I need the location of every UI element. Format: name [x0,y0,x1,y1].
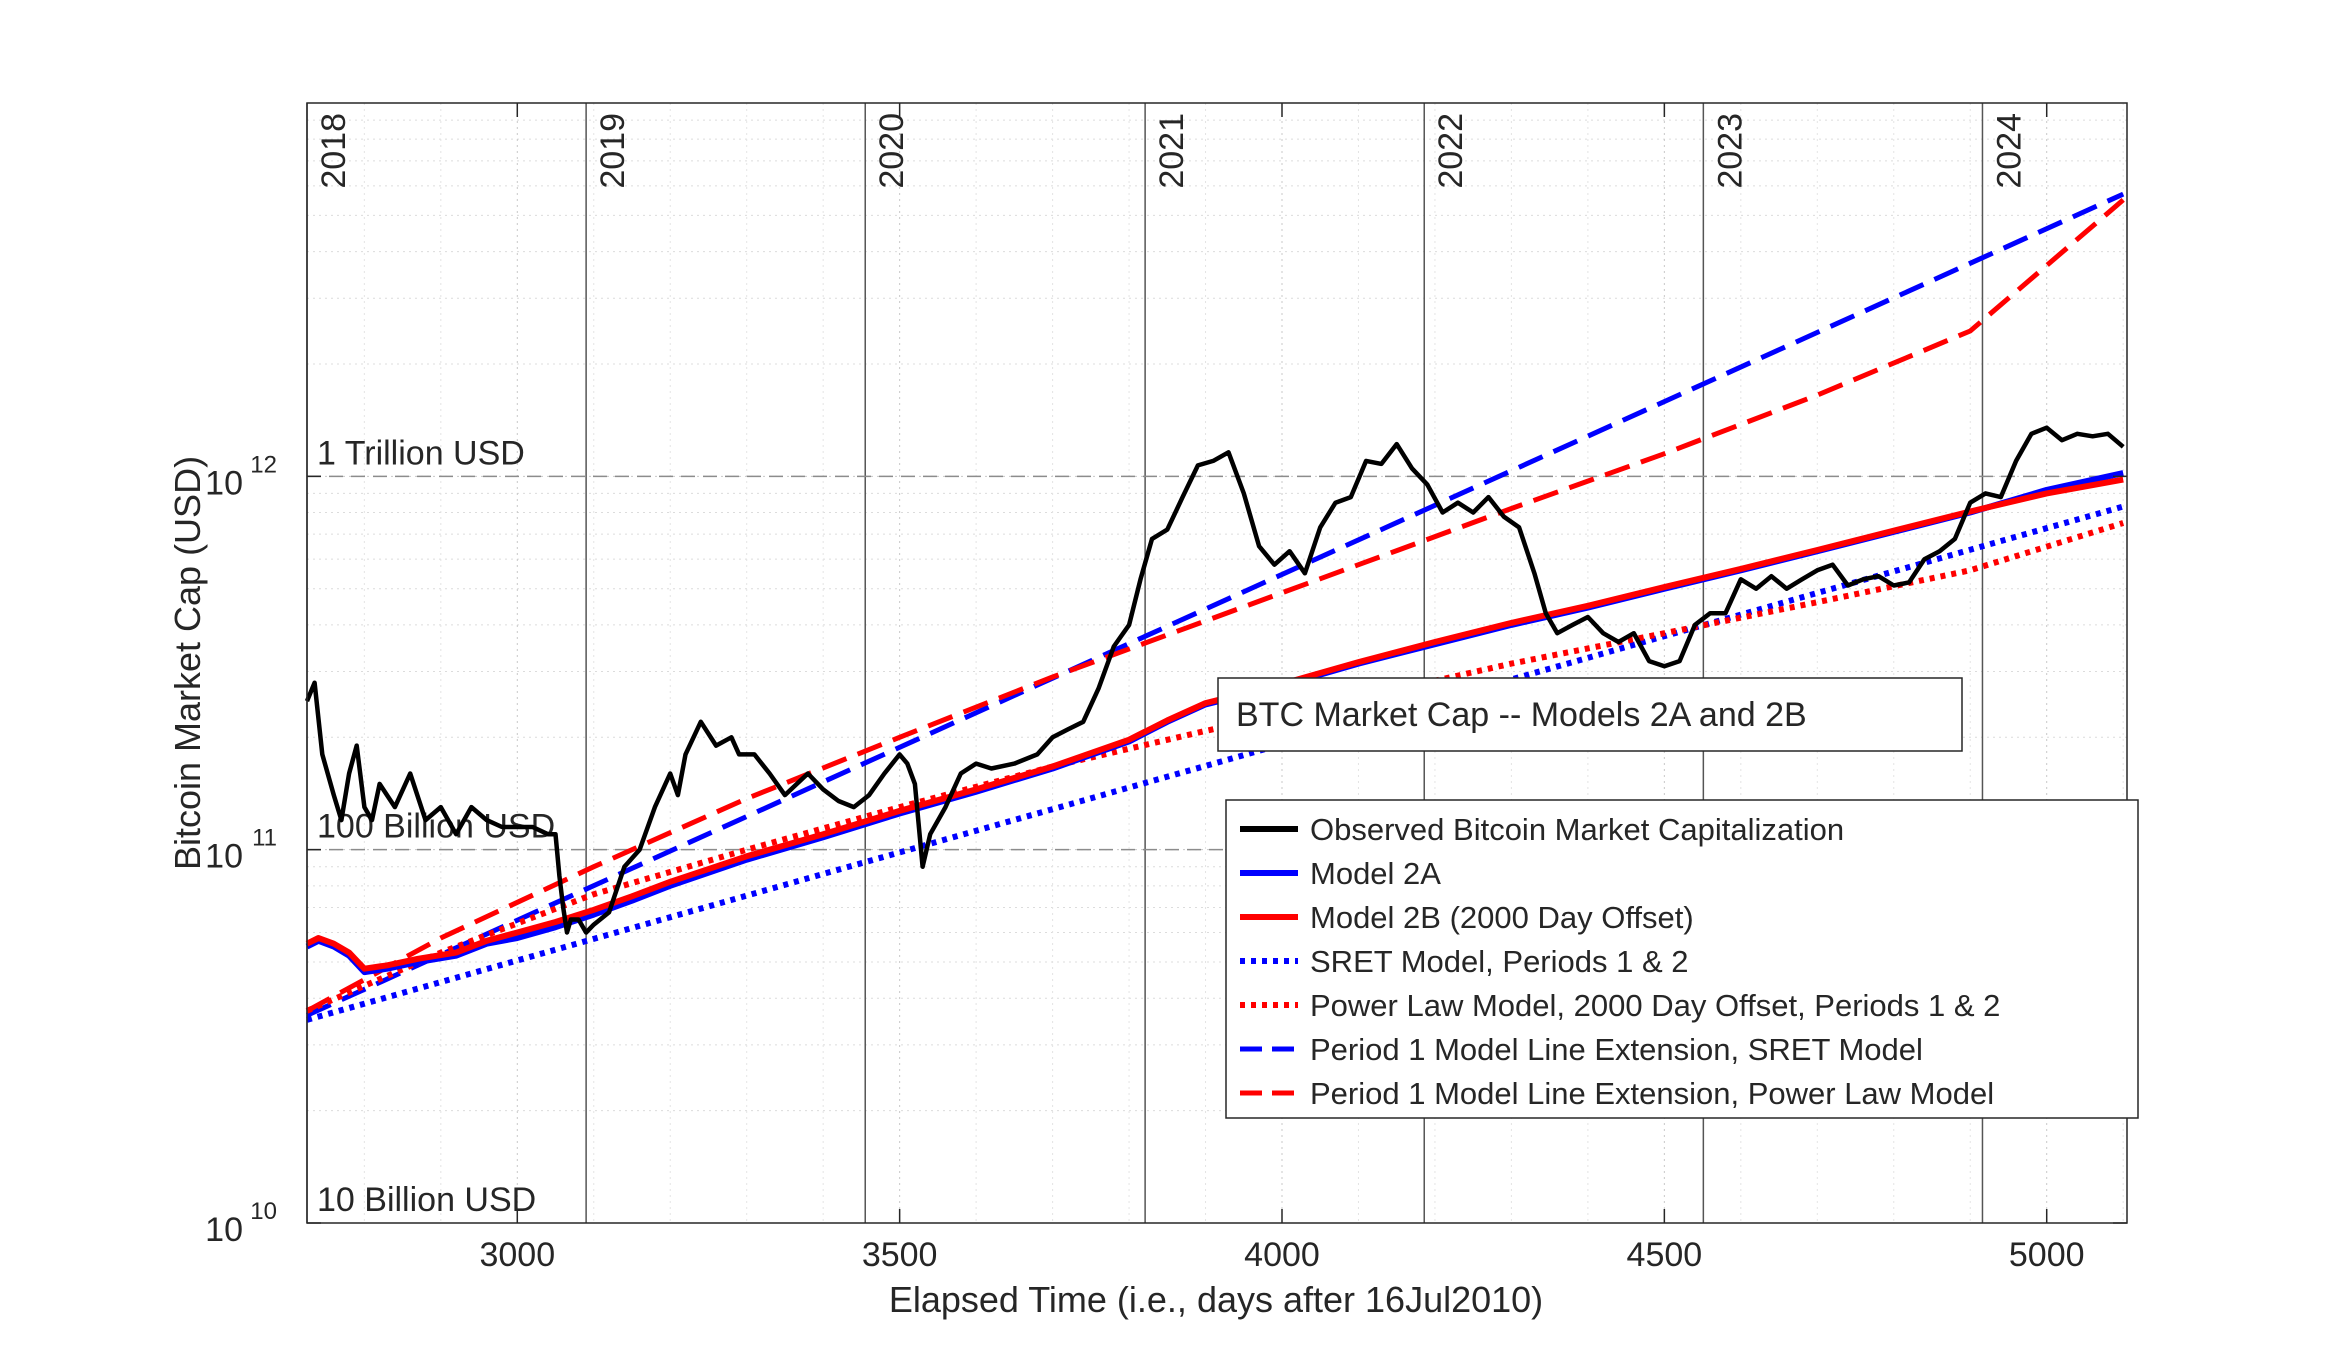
series-line [305,520,2125,1014]
legend-label: SRET Model, Periods 1 & 2 [1310,944,1689,979]
plot-area-border [306,102,2128,1224]
series-line [305,191,2125,1018]
x-tick-label: 3000 [479,1236,555,1274]
legend-label: Period 1 Model Line Extension, SRET Mode… [1310,1032,1923,1067]
x-tick-label: 4500 [1627,1236,1703,1274]
axis-ticks: 3000 3500 4000 4500 5000 10 10 10 11 10 12 [205,103,2127,1274]
x-tick-label: 4000 [1244,1236,1320,1274]
grid [307,103,2127,1224]
series-line [305,476,2124,972]
reference-label: 1 Trillion USD [317,434,525,472]
legend: Observed Bitcoin Market Capitalization Mo… [1225,799,2139,1119]
x-tick-label: 3500 [862,1236,938,1274]
year-label-2022: 2022 [1432,113,1470,189]
x-axis-label: Elapsed Time (i.e., days after 16Jul2010… [889,1279,1543,1320]
chart-title: BTC Market Cap -- Models 2A and 2B [1236,696,1807,734]
y-axis-label: Bitcoin Market Cap (USD) [167,456,208,870]
title-box: BTC Market Cap -- Models 2A and 2B [1217,677,1963,752]
y-tick-exponent: 10 [250,1198,277,1225]
y-tick-exponent: 12 [250,451,277,478]
x-tick-label: 5000 [2009,1236,2085,1274]
title-box-frame [1217,677,1963,752]
legend-label: Power Law Model, 2000 Day Offset, Period… [1310,988,2000,1023]
legend-box [1225,799,2139,1119]
series-line [305,198,2125,1014]
y-tick-exponent: 11 [252,825,277,852]
y-tick-label: 10 [205,1211,243,1249]
series-lines [304,191,2125,1023]
legend-label: Model 2A [1310,856,1441,891]
y-tick-label: 10 [205,464,243,502]
year-label-2018: 2018 [315,113,353,189]
y-tick-label: 10 [205,838,243,876]
series-line [304,425,2125,935]
year-label-2023: 2023 [1711,113,1749,189]
year-label-2021: 2021 [1153,113,1191,189]
reference-label: 10 Billion USD [317,1181,536,1219]
year-label-2020: 2020 [873,113,911,189]
legend-label: Model 2B (2000 Day Offset) [1310,900,1694,935]
year-label-2024: 2024 [1990,113,2028,189]
year-label-2019: 2019 [594,113,632,189]
legend-label: Period 1 Model Line Extension, Power Law… [1310,1076,1994,1111]
legend-label: Observed Bitcoin Market Capitalization [1310,812,1844,847]
